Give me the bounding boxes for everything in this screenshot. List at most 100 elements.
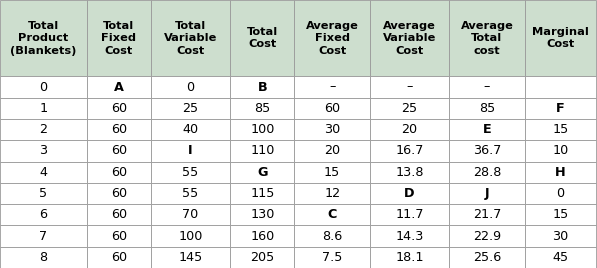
Bar	[370, 247, 449, 268]
Text: Total
Variable
Cost: Total Variable Cost	[164, 21, 217, 55]
Bar	[525, 225, 596, 247]
Bar	[370, 119, 449, 140]
Text: 36.7: 36.7	[473, 144, 501, 157]
Bar	[230, 225, 294, 247]
Bar	[294, 98, 370, 119]
Bar	[294, 225, 370, 247]
Text: 15: 15	[324, 166, 340, 179]
Text: 60: 60	[324, 102, 340, 115]
Bar	[370, 0, 449, 76]
Text: 110: 110	[250, 144, 275, 157]
Text: 60: 60	[111, 123, 127, 136]
Bar	[151, 225, 230, 247]
Bar	[230, 247, 294, 268]
Text: –: –	[407, 80, 413, 94]
Bar	[230, 76, 294, 98]
Text: Average
Fixed
Cost: Average Fixed Cost	[306, 21, 359, 55]
Text: C: C	[328, 208, 337, 221]
Bar	[449, 162, 525, 183]
Bar	[87, 140, 151, 162]
Bar	[294, 204, 370, 225]
Text: 25.6: 25.6	[473, 251, 501, 264]
Bar	[0, 225, 87, 247]
Bar	[230, 204, 294, 225]
Bar	[151, 162, 230, 183]
Text: 28.8: 28.8	[473, 166, 501, 179]
Text: 25: 25	[401, 102, 418, 115]
Bar	[0, 183, 87, 204]
Bar	[151, 76, 230, 98]
Text: 6: 6	[39, 208, 47, 221]
Bar	[151, 0, 230, 76]
Bar	[0, 76, 87, 98]
Bar	[294, 119, 370, 140]
Text: G: G	[257, 166, 267, 179]
Text: –: –	[484, 80, 490, 94]
Bar	[525, 162, 596, 183]
Text: D: D	[404, 187, 415, 200]
Bar	[230, 183, 294, 204]
Bar	[0, 98, 87, 119]
Text: 0: 0	[556, 187, 565, 200]
Text: Total
Cost: Total Cost	[247, 27, 278, 49]
Text: A: A	[114, 80, 124, 94]
Bar	[294, 0, 370, 76]
Text: –: –	[329, 80, 336, 94]
Bar	[449, 140, 525, 162]
Bar	[0, 162, 87, 183]
Bar	[294, 76, 370, 98]
Text: Total
Product
(Blankets): Total Product (Blankets)	[10, 21, 76, 55]
Bar	[151, 247, 230, 268]
Bar	[0, 247, 87, 268]
Text: 2: 2	[39, 123, 47, 136]
Bar	[0, 140, 87, 162]
Bar	[87, 119, 151, 140]
Bar	[449, 247, 525, 268]
Text: 60: 60	[111, 102, 127, 115]
Text: 11.7: 11.7	[395, 208, 424, 221]
Bar	[294, 183, 370, 204]
Text: 45: 45	[552, 251, 568, 264]
Bar	[449, 76, 525, 98]
Text: 1: 1	[39, 102, 48, 115]
Text: 0: 0	[39, 80, 48, 94]
Bar	[449, 0, 525, 76]
Bar	[230, 162, 294, 183]
Bar	[370, 76, 449, 98]
Text: 205: 205	[250, 251, 275, 264]
Bar	[449, 183, 525, 204]
Text: 160: 160	[250, 230, 275, 243]
Text: 100: 100	[250, 123, 275, 136]
Bar	[294, 140, 370, 162]
Text: 3: 3	[39, 144, 48, 157]
Text: 85: 85	[254, 102, 270, 115]
Text: F: F	[556, 102, 565, 115]
Bar	[370, 140, 449, 162]
Bar	[525, 140, 596, 162]
Text: 60: 60	[111, 166, 127, 179]
Text: 30: 30	[324, 123, 340, 136]
Bar	[525, 0, 596, 76]
Text: 21.7: 21.7	[473, 208, 501, 221]
Bar	[230, 119, 294, 140]
Bar	[525, 247, 596, 268]
Text: 20: 20	[401, 123, 418, 136]
Text: 70: 70	[183, 208, 199, 221]
Bar	[87, 225, 151, 247]
Bar	[370, 98, 449, 119]
Text: Total
Fixed
Cost: Total Fixed Cost	[101, 21, 136, 55]
Bar	[294, 247, 370, 268]
Text: 0: 0	[186, 80, 195, 94]
Text: 15: 15	[552, 123, 569, 136]
Bar	[370, 183, 449, 204]
Text: Average
Total
cost: Average Total cost	[460, 21, 513, 55]
Bar	[87, 98, 151, 119]
Bar	[87, 0, 151, 76]
Bar	[151, 204, 230, 225]
Bar	[87, 76, 151, 98]
Bar	[449, 119, 525, 140]
Bar	[151, 183, 230, 204]
Text: H: H	[555, 166, 566, 179]
Bar	[370, 204, 449, 225]
Bar	[87, 183, 151, 204]
